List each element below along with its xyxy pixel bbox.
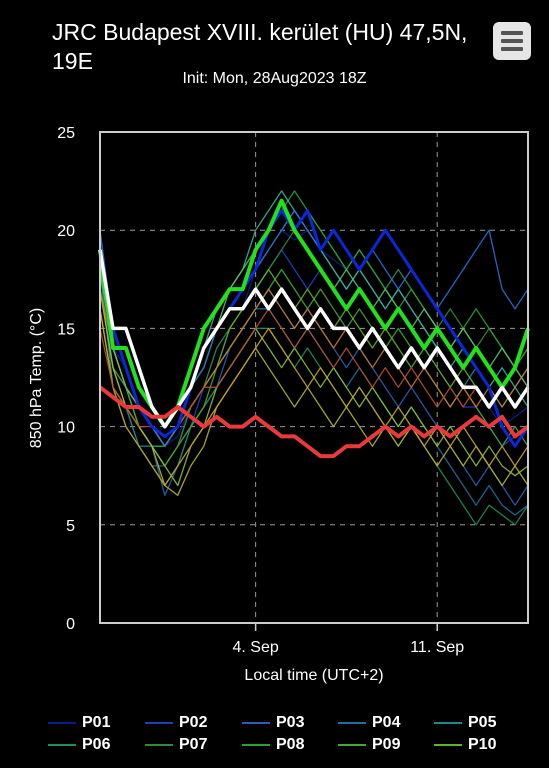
legend-swatch [48, 722, 76, 724]
menu-bar [501, 39, 523, 43]
legend-label: P07 [179, 736, 208, 753]
series-line [98, 209, 530, 448]
x-tick-label: 4. Sep [233, 639, 279, 656]
legend-swatch [242, 722, 270, 724]
legend-label: P09 [372, 736, 401, 753]
legend-swatch [145, 744, 173, 746]
legend-swatch [242, 744, 270, 746]
legend-label: P05 [468, 714, 497, 731]
legend-swatch [434, 744, 462, 746]
series-line [99, 308, 529, 487]
menu-bar [501, 47, 523, 51]
legend-item-p02[interactable]: P02 [145, 712, 207, 734]
y-axis-label: 850 hPa Temp. (°C) [28, 308, 45, 448]
legend-item-p06[interactable]: P06 [48, 734, 110, 756]
legend-item-p07[interactable]: P07 [145, 734, 207, 756]
legend-label: P01 [82, 714, 111, 731]
legend-item-p10[interactable]: P10 [434, 734, 496, 756]
menu-bar [501, 31, 523, 35]
chart-title: JRC Budapest XVIII. kerület (HU) 47,5N, … [52, 19, 468, 74]
legend-item-p09[interactable]: P09 [338, 734, 400, 756]
legend-item-p04[interactable]: P04 [338, 712, 400, 734]
legend-label: P03 [276, 714, 305, 731]
x-axis-label: Local time (UTC+2) [244, 667, 383, 684]
legend-label: P04 [372, 714, 401, 731]
legend: P01 P02 P03 P04 P05 P06 P07 P08 P09 P10 [0, 712, 549, 768]
plot-frame [99, 131, 529, 624]
legend-label: P02 [179, 714, 208, 731]
grid-lines [100, 132, 528, 623]
y-tick-label: 25 [57, 125, 75, 142]
series-line [98, 249, 530, 429]
series-line [98, 385, 530, 459]
legend-label: P10 [468, 736, 497, 753]
legend-swatch [338, 722, 366, 724]
legend-item-p01[interactable]: P01 [48, 712, 110, 734]
chart-subtitle: Init: Mon, 28Aug2023 18Z [182, 70, 367, 87]
y-tick-label: 20 [57, 223, 75, 240]
y-tick-label: 5 [66, 518, 75, 535]
legend-swatch [338, 744, 366, 746]
y-tick-label: 0 [66, 616, 75, 633]
y-axis-ticks: 0 5 10 15 20 25 [57, 125, 75, 633]
y-tick-label: 15 [57, 321, 75, 338]
legend-item-p05[interactable]: P05 [434, 712, 496, 734]
x-axis-ticks: 4. Sep 11. Sep [233, 623, 464, 656]
legend-label: P08 [276, 736, 305, 753]
series-line-p04 [99, 288, 529, 516]
legend-swatch [434, 722, 462, 724]
legend-swatch [145, 722, 173, 724]
series-line [99, 209, 529, 447]
legend-swatch [48, 744, 76, 746]
hamburger-menu-icon[interactable] [493, 22, 531, 60]
y-tick-label: 10 [57, 420, 75, 437]
x-tick-label: 11. Sep [410, 639, 464, 656]
legend-label: P06 [82, 736, 111, 753]
legend-item-p08[interactable]: P08 [242, 734, 304, 756]
line-chart: 0 5 10 15 20 25 4. Sep 11. Sep 850 hPa Temp. (… [28, 125, 530, 684]
series-line [99, 288, 529, 496]
series-layer [98, 190, 530, 526]
legend-item-p03[interactable]: P03 [242, 712, 304, 734]
